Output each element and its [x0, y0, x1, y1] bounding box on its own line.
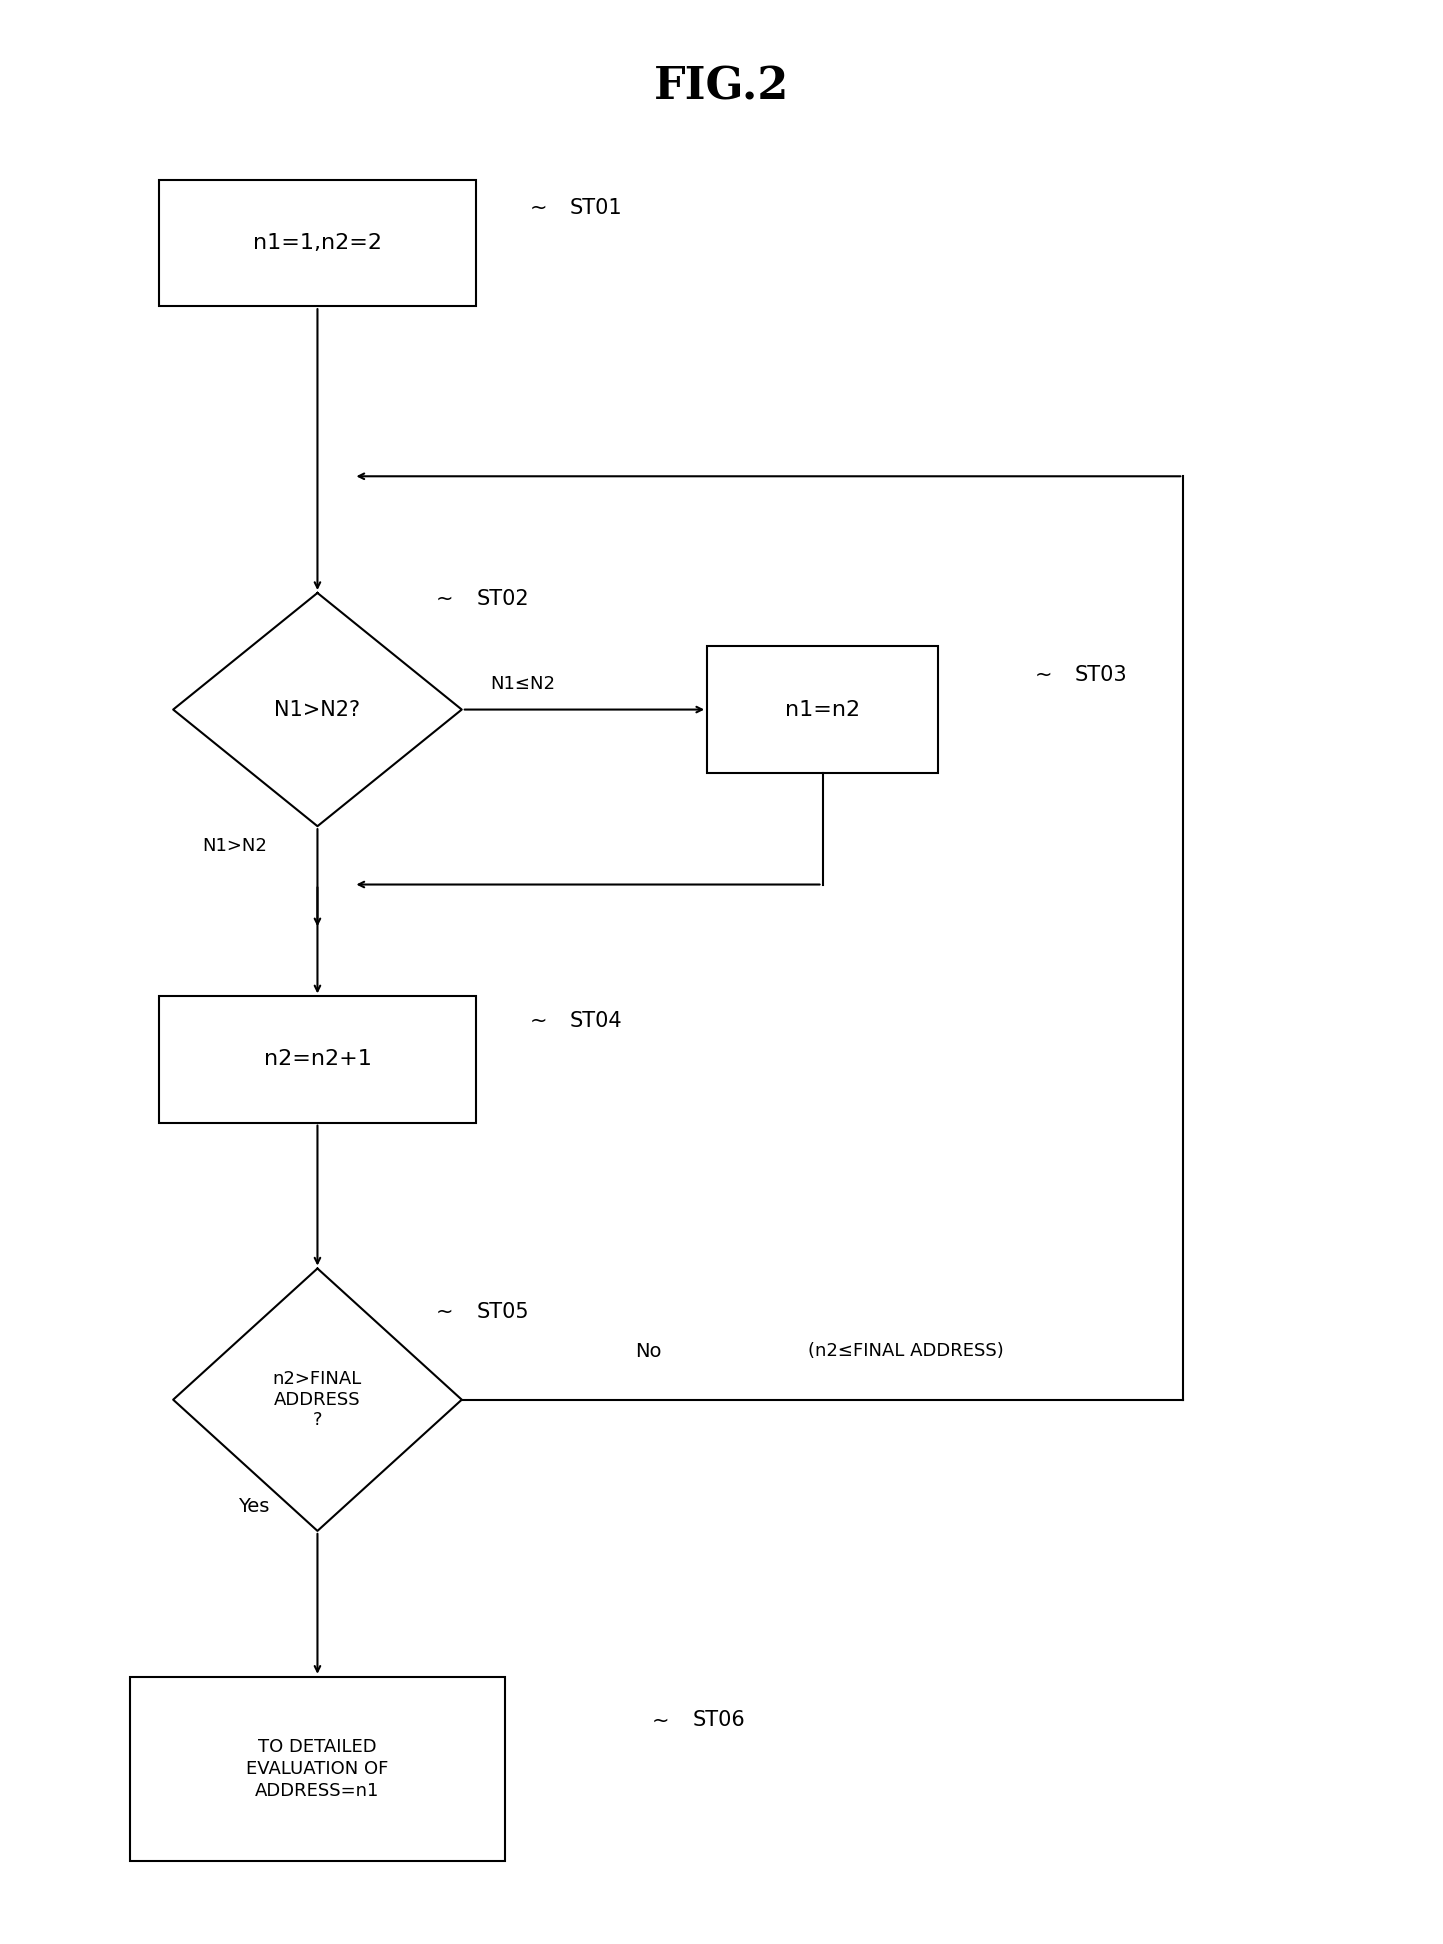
Text: ST03: ST03: [1075, 665, 1127, 684]
Text: Yes: Yes: [238, 1497, 270, 1516]
Text: ~: ~: [1035, 665, 1052, 684]
Text: n2>FINAL
ADDRESS
?: n2>FINAL ADDRESS ?: [273, 1371, 362, 1429]
Polygon shape: [173, 593, 462, 826]
Text: ST01: ST01: [570, 198, 622, 218]
Text: ST06: ST06: [693, 1711, 746, 1730]
Text: TO DETAILED
EVALUATION OF
ADDRESS=n1: TO DETAILED EVALUATION OF ADDRESS=n1: [247, 1738, 388, 1800]
Text: FIG.2: FIG.2: [654, 66, 789, 109]
Text: ~: ~: [530, 198, 547, 218]
FancyBboxPatch shape: [159, 995, 476, 1124]
Text: n1=n2: n1=n2: [785, 700, 860, 719]
Text: N1>N2?: N1>N2?: [274, 700, 361, 719]
FancyBboxPatch shape: [707, 645, 938, 772]
Text: ~: ~: [436, 589, 453, 608]
Polygon shape: [173, 1267, 462, 1532]
Text: n2=n2+1: n2=n2+1: [264, 1050, 371, 1069]
FancyBboxPatch shape: [130, 1676, 505, 1862]
Text: ~: ~: [436, 1302, 453, 1322]
Text: N1≤N2: N1≤N2: [491, 675, 556, 694]
Text: ST02: ST02: [476, 589, 528, 608]
Text: (n2≤FINAL ADDRESS): (n2≤FINAL ADDRESS): [808, 1341, 1004, 1361]
Text: N1>N2: N1>N2: [202, 836, 267, 855]
Text: ~: ~: [530, 1011, 547, 1030]
Text: ~: ~: [652, 1711, 670, 1730]
FancyBboxPatch shape: [159, 181, 476, 305]
Text: ST04: ST04: [570, 1011, 622, 1030]
Text: No: No: [635, 1341, 661, 1361]
Text: ST05: ST05: [476, 1302, 528, 1322]
Text: n1=1,n2=2: n1=1,n2=2: [253, 233, 382, 253]
